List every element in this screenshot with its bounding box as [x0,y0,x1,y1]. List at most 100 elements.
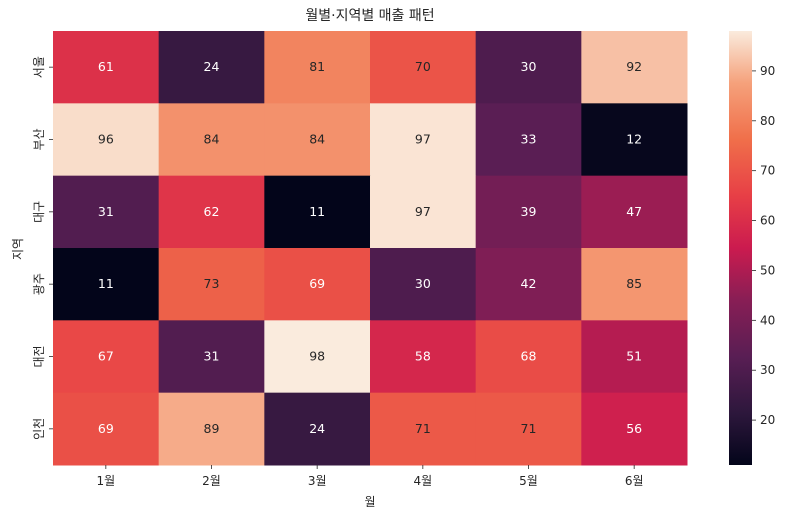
y-tick-label: 대구 [32,201,46,223]
cell-value-label: 24 [204,59,220,74]
heatmap-cell [475,392,582,466]
heatmap-cell [264,103,371,177]
x-tick-label: 6월 [625,474,644,488]
heatmap-cell [53,175,160,249]
colorbar-tick-label: 80 [760,114,775,128]
heatmap-cell [370,392,477,466]
cell-value-label: 42 [521,276,537,291]
colorbar-tick-label: 20 [760,413,775,427]
heatmap-cell [370,175,477,249]
y-tick-label: 인천 [31,418,46,440]
colorbar-tick-label: 90 [760,64,775,78]
cell-value-label: 31 [204,349,220,364]
colorbar-tick-label: 40 [760,313,775,327]
heatmap-cell [158,392,265,466]
heatmap-cell [53,392,160,466]
cell-value-label: 31 [98,204,114,219]
heatmap-cell [370,320,477,394]
cell-value-label: 11 [309,204,325,219]
heatmap-cell [581,320,688,394]
x-tick-label: 3월 [308,474,327,488]
cell-value-label: 30 [521,59,537,74]
cell-value-label: 73 [204,276,220,291]
cell-value-label: 85 [626,276,642,291]
colorbar-tick-label: 60 [760,214,775,228]
cell-value-label: 97 [415,204,431,219]
x-axis-ticks: 1월 2월 3월 4월 5월 6월 [96,465,644,488]
cell-value-label: 24 [309,421,325,436]
heatmap-cell [158,175,265,249]
heatmap-cell [264,175,371,249]
heatmap-cell [370,248,477,321]
heatmap-cell [581,248,688,321]
cell-value-label: 97 [415,132,431,147]
cell-value-label: 84 [309,132,325,147]
heatmap-cell [370,31,477,104]
x-tick-label: 4월 [413,474,432,488]
cell-value-label: 84 [204,132,220,147]
cell-value-label: 71 [521,421,537,436]
heatmap-cell [581,31,688,104]
cell-value-label: 68 [521,349,537,364]
x-tick-label: 5월 [519,474,538,488]
cell-value-label: 69 [309,276,325,291]
heatmap-cell [370,103,477,177]
heatmap-cell [158,320,265,394]
heatmap-cell [53,320,160,394]
heatmap-cell [53,31,160,104]
cell-value-label: 61 [98,59,114,74]
heatmap-cells: 61 24 81 70 30 92 96 84 84 97 33 12 31 62 11 97 39 47 11 73… [53,31,688,466]
cell-value-label: 47 [626,204,642,219]
cell-value-label: 33 [521,132,537,147]
cell-value-label: 92 [626,59,642,74]
heatmap-cell [264,392,371,466]
y-tick-label: 광주 [32,273,46,295]
cell-value-label: 98 [309,349,325,364]
heatmap-cell [475,31,582,104]
colorbar-tick-label: 50 [760,263,775,277]
x-tick-label: 1월 [96,474,115,488]
cell-value-label: 51 [626,349,642,364]
y-tick-label: 부산 [32,128,46,150]
cell-value-label: 67 [98,349,114,364]
cell-value-label: 81 [309,59,325,74]
cell-value-label: 39 [521,204,537,219]
heatmap-cell [53,248,160,321]
colorbar [729,31,752,465]
heatmap-cell [158,31,265,104]
heatmap-cell [581,392,688,466]
y-tick-label: 서울 [32,56,46,78]
cell-value-label: 30 [415,276,431,291]
colorbar-tick-label: 30 [760,363,775,377]
heatmap-cell [53,103,160,177]
heatmap-cell [475,175,582,249]
chart-title: 월별·지역별 매출 패턴 [305,8,434,24]
cell-value-label: 58 [415,349,431,364]
heatmap-cell [581,175,688,249]
cell-value-label: 70 [415,59,431,74]
cell-value-label: 11 [98,276,114,291]
heatmap-cell [581,103,688,177]
cell-value-label: 12 [626,132,642,147]
cell-value-label: 89 [204,421,220,436]
cell-value-label: 69 [98,421,114,436]
heatmap-cell [264,31,371,104]
heatmap-cell [264,248,371,321]
cell-value-label: 71 [415,421,431,436]
colorbar-ticks: 20 30 40 50 60 70 80 90 [752,64,775,427]
x-axis-label: 월 [364,495,375,509]
heatmap-cell [264,320,371,394]
cell-value-label: 96 [98,132,114,147]
y-axis-label: 지역 [11,238,25,260]
heatmap-cell [158,248,265,321]
cell-value-label: 56 [626,421,642,436]
heatmap-cell [475,320,582,394]
x-tick-label: 2월 [202,474,221,488]
cell-value-label: 62 [204,204,220,219]
heatmap-cell [158,103,265,177]
y-tick-label: 대전 [32,345,46,367]
heatmap-cell [475,248,582,321]
heatmap-cell [475,103,582,177]
